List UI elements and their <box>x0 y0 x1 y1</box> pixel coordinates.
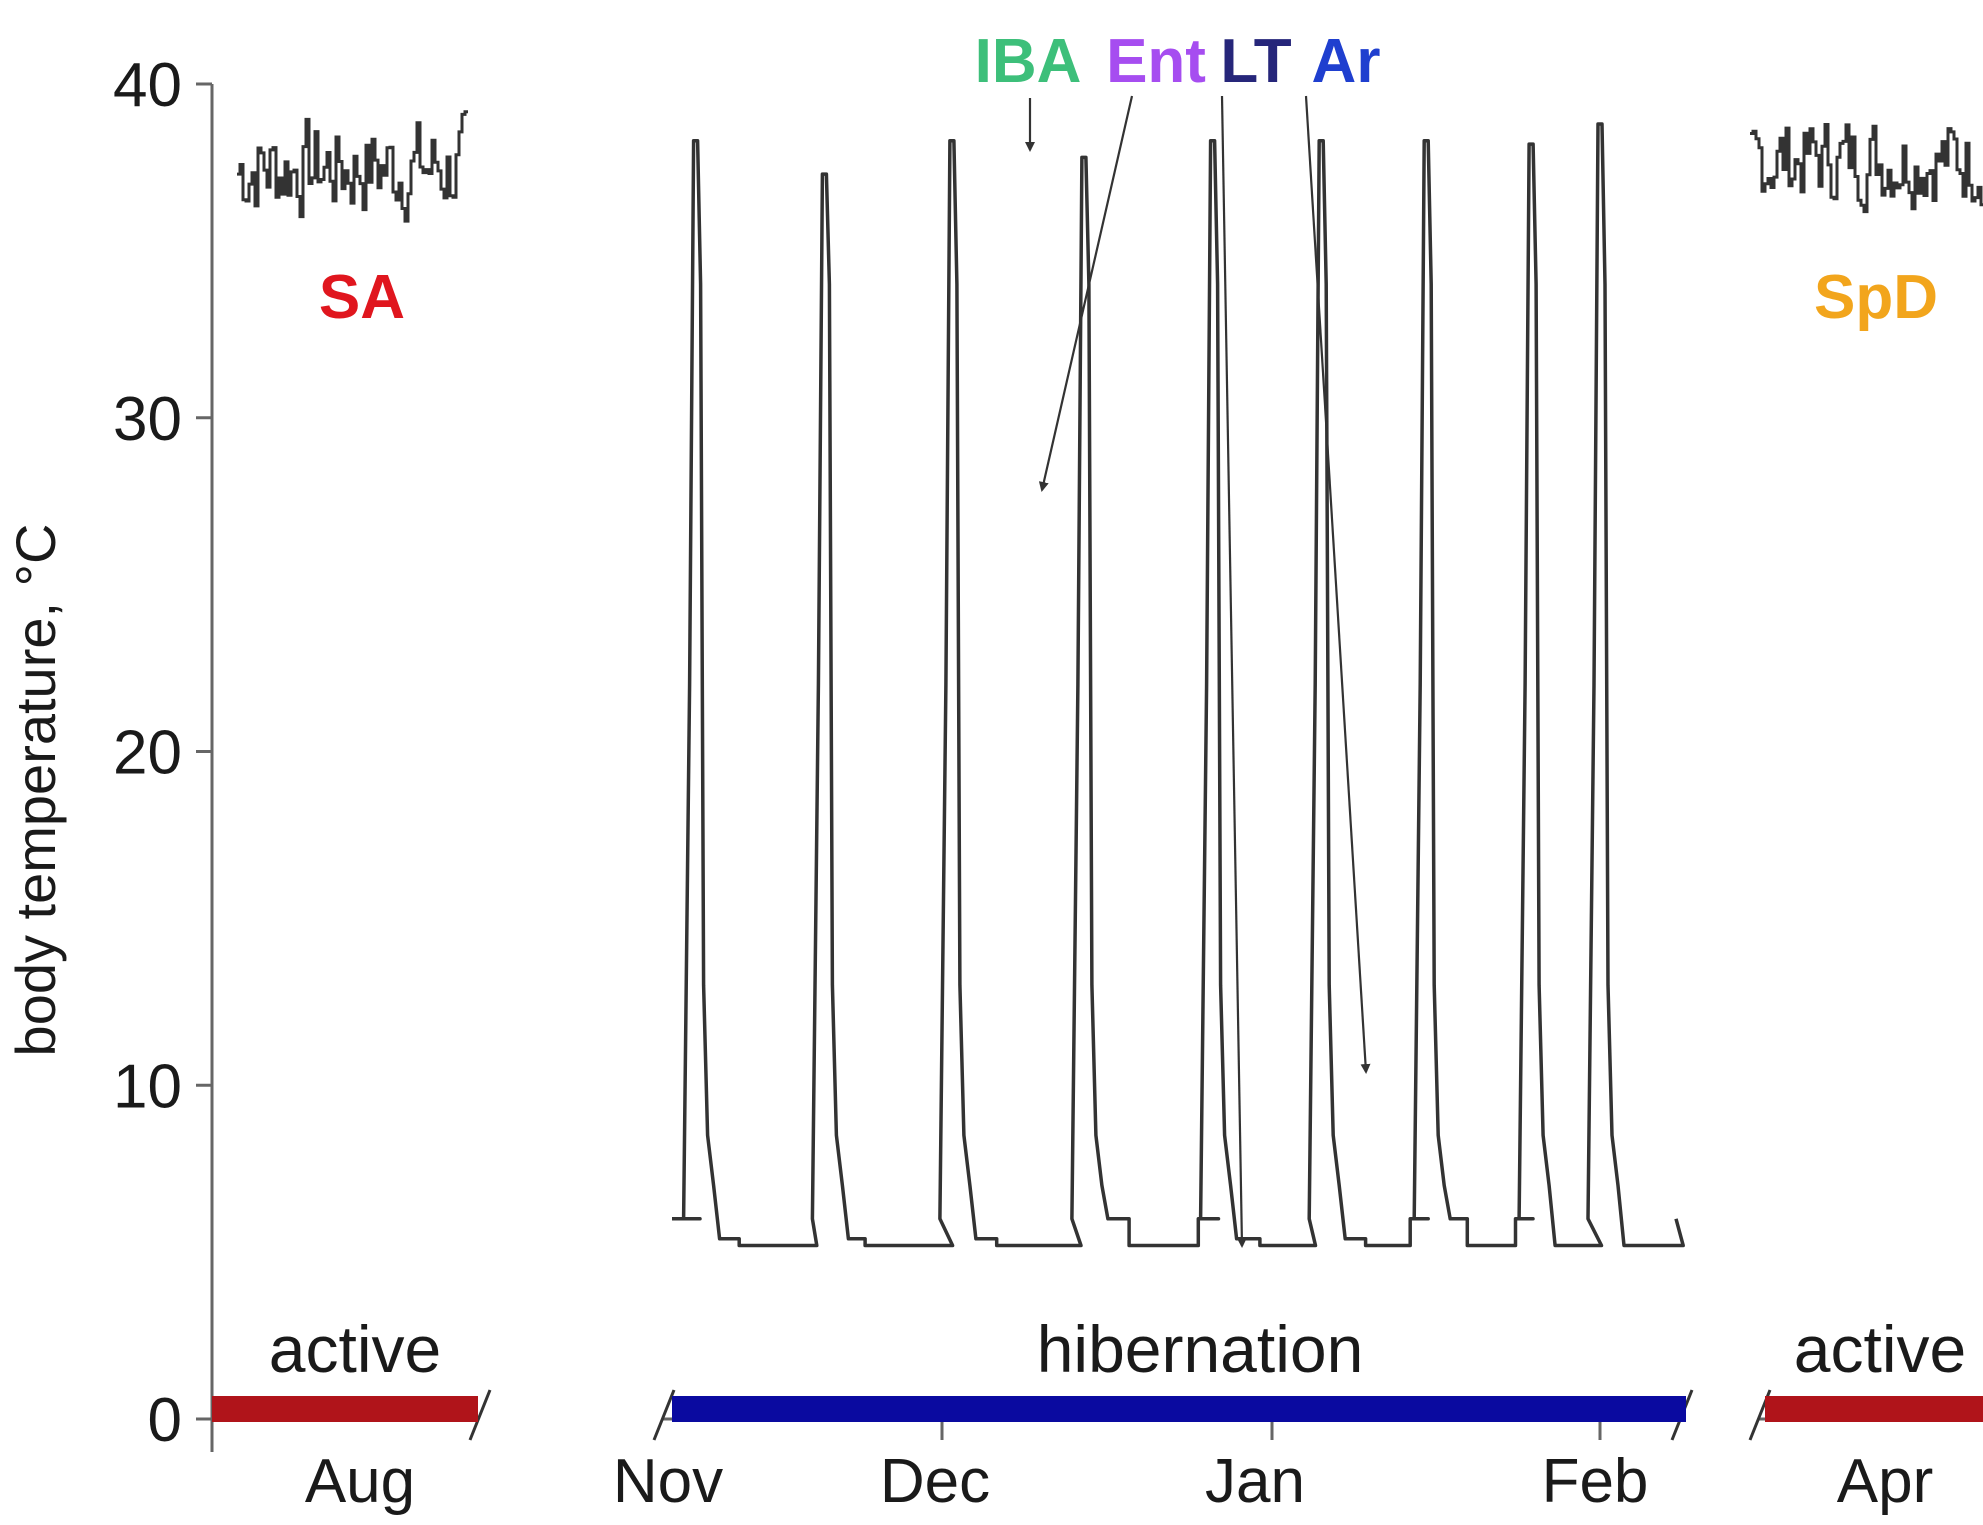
x-tick-label: Nov <box>613 1447 723 1516</box>
y-tick-label: 30 <box>113 385 182 454</box>
x-tick-label: Feb <box>1542 1447 1649 1516</box>
x-axis: Aug Nov Dec Jan Feb Apr <box>212 1389 1983 1516</box>
y-tick-label: 40 <box>113 51 182 120</box>
y-tick-label: 20 <box>113 719 182 788</box>
active-trace-aug <box>237 110 468 223</box>
axis-break-mark <box>652 1389 676 1441</box>
y-axis: 0 10 20 30 40 <box>113 51 214 1455</box>
ent-arrow <box>1038 95 1134 492</box>
x-tick-label: Dec <box>880 1447 990 1516</box>
phase-label: active <box>1794 1312 1966 1386</box>
phase-bar <box>212 1396 478 1422</box>
hibernation-trace <box>672 122 1685 1248</box>
y-axis-title: body temperature, °C <box>4 524 67 1057</box>
phase-label: active <box>269 1312 441 1386</box>
state-label: SA <box>319 263 405 332</box>
ar-arrow <box>1304 95 1371 1074</box>
x-tick-label: Jan <box>1205 1447 1305 1516</box>
phase-bar <box>1765 1396 1983 1422</box>
phase-bar <box>672 1396 1686 1422</box>
y-tick-label: 10 <box>113 1052 182 1121</box>
axis-break-mark <box>468 1389 492 1441</box>
phase-label: hibernation <box>1037 1312 1364 1386</box>
state-label: Ent <box>1106 27 1206 96</box>
state-label: Ar <box>1312 27 1381 96</box>
state-label: LT <box>1220 27 1291 96</box>
y-tick-label: 0 <box>148 1386 182 1455</box>
x-tick-label: Aug <box>305 1447 415 1516</box>
lt-arrow <box>1220 95 1247 1248</box>
active-trace-apr <box>1750 123 1983 214</box>
state-label: SpD <box>1814 263 1938 332</box>
state-label: IBA <box>975 27 1082 96</box>
x-tick-label: Apr <box>1837 1447 1933 1516</box>
